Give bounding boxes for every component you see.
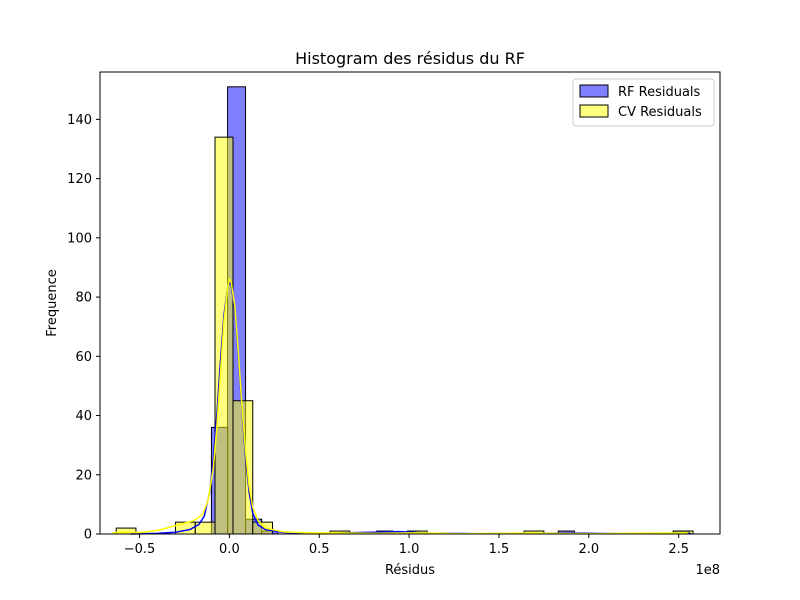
legend-swatch-cv: [579, 104, 609, 118]
x-axis-label: Résidus: [385, 563, 435, 578]
x-tick-label: 1.0: [399, 542, 420, 557]
y-axis-label: Frequence: [45, 269, 60, 336]
legend-label-cv: CV Residuals: [618, 105, 702, 120]
x-axis: −0.5 0.0 0.5 1.0 1.5 2.0 2.5: [124, 534, 689, 557]
legend-label-rf: RF Residuals: [618, 85, 701, 100]
y-tick-label: 0: [84, 528, 92, 543]
y-tick-label: 40: [75, 409, 92, 424]
x-tick-label: 0.0: [219, 542, 240, 557]
y-tick-label: 80: [75, 291, 92, 306]
y-tick-label: 140: [67, 113, 92, 128]
chart-title: Histogram des résidus du RF: [295, 49, 525, 68]
y-axis: 0 20 40 60 80 100 120 140: [67, 113, 100, 543]
x-tick-label: 1.5: [489, 542, 510, 557]
bar-cv-3: [214, 136, 234, 535]
legend-swatch-rf: [579, 84, 609, 98]
y-tick-label: 20: [75, 468, 92, 483]
kde-line-cv: [112, 277, 688, 535]
x-tick-label: 2.5: [668, 542, 689, 557]
x-tick-label: 2.0: [578, 542, 599, 557]
bar-cv-2: [194, 521, 216, 535]
legend: RF Residuals CV Residuals: [572, 78, 715, 127]
y-tick-label: 120: [67, 172, 92, 187]
axes-frame: [99, 71, 721, 535]
x-tick-label: 0.5: [309, 542, 330, 557]
y-tick-label: 60: [75, 350, 92, 365]
x-tick-label: −0.5: [124, 542, 156, 557]
y-tick-label: 100: [67, 231, 92, 246]
x-offset-label: 1e8: [695, 563, 720, 578]
